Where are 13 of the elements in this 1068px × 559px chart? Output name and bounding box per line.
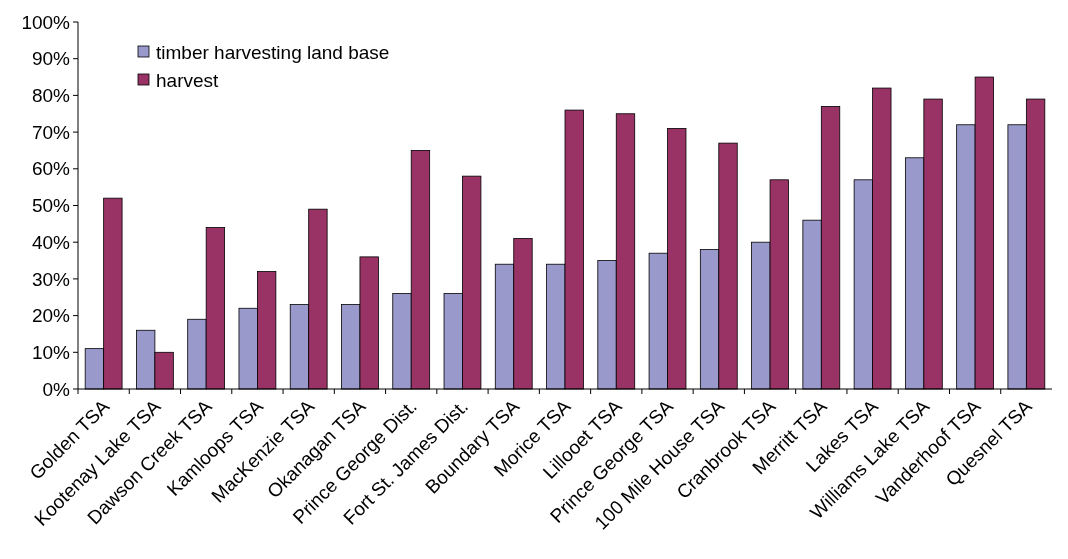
y-tick-label: 0% xyxy=(42,378,71,400)
y-tick-label: 80% xyxy=(31,85,71,107)
y-tick-label: 20% xyxy=(31,305,71,327)
legend-label: timber harvesting land base xyxy=(156,41,390,63)
y-tick-label: 90% xyxy=(31,48,71,70)
y-tick-label: 50% xyxy=(31,195,71,217)
y-tick-label: 30% xyxy=(31,268,71,290)
y-tick-label: 10% xyxy=(31,341,71,363)
y-tick-label: 40% xyxy=(31,231,71,253)
y-tick-label: 70% xyxy=(31,121,71,143)
y-tick-label: 100% xyxy=(21,11,71,33)
y-tick-label: 60% xyxy=(31,158,71,180)
legend-label: harvest xyxy=(156,69,220,91)
